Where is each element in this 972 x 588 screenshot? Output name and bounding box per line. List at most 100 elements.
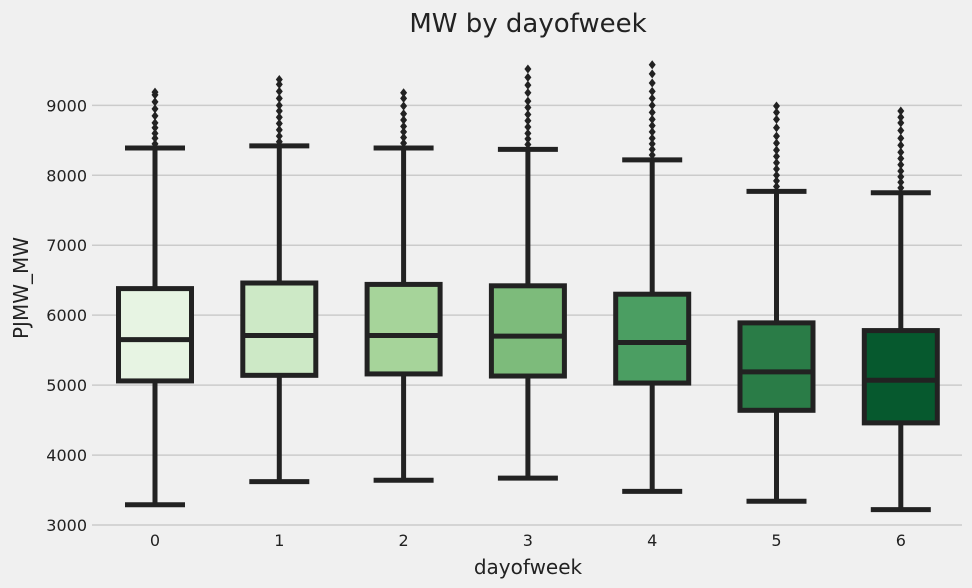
outlier-point <box>897 154 905 164</box>
outlier-point <box>151 111 159 121</box>
x-tick-label: 6 <box>896 531 906 550</box>
box-group-6 <box>861 106 940 513</box>
outlier-point <box>897 126 905 136</box>
outlier-point <box>275 74 283 84</box>
outlier-point <box>773 145 780 155</box>
outlier-point <box>275 131 283 141</box>
outlier-point <box>897 183 905 193</box>
outlier-point <box>773 170 780 180</box>
box-iqr <box>364 281 443 377</box>
outlier-point <box>524 102 532 112</box>
outlier-point <box>897 118 905 128</box>
outlier-point <box>524 122 532 132</box>
outlier-point <box>275 119 283 129</box>
outlier-point <box>648 121 656 131</box>
outlier-point <box>648 144 656 154</box>
outlier-point <box>400 93 408 103</box>
outlier-point <box>773 101 780 111</box>
outlier-point <box>648 150 656 160</box>
box-group-4 <box>613 60 692 494</box>
box-iqr <box>613 291 692 386</box>
y-tick-label: 8000 <box>46 166 87 185</box>
outlier-point <box>524 128 532 138</box>
outlier-point <box>524 134 532 144</box>
outlier-point <box>151 133 159 143</box>
outlier-point <box>773 107 780 117</box>
x-tick-label: 1 <box>274 531 284 550</box>
outlier-point <box>773 114 780 124</box>
outlier-point <box>897 147 905 157</box>
outlier-point <box>648 86 656 96</box>
outlier-point <box>151 118 159 128</box>
outlier-point <box>524 109 532 119</box>
outlier-point <box>648 133 656 143</box>
outlier-point <box>897 166 905 176</box>
outlier-point <box>275 137 283 147</box>
box-group-0 <box>116 87 194 508</box>
outlier-point <box>151 104 159 114</box>
box-iqr <box>240 280 319 378</box>
x-axis-label: dayofweek <box>474 555 583 579</box>
outlier-point <box>400 133 408 143</box>
outlier-point <box>648 69 656 79</box>
x-tick-label: 4 <box>647 531 657 550</box>
box-group-3 <box>488 64 567 481</box>
outlier-point <box>151 128 159 138</box>
outlier-point <box>524 80 532 90</box>
x-axis-ticks: 0 1 2 3 4 5 6 <box>150 531 906 550</box>
x-tick-label: 5 <box>771 531 781 550</box>
box-group-2 <box>364 88 443 483</box>
y-axis-ticks: 3000 4000 5000 6000 7000 8000 9000 <box>46 96 87 535</box>
outlier-point <box>648 100 656 110</box>
outlier-point <box>524 64 532 74</box>
outlier-point <box>275 79 283 89</box>
outlier-point <box>524 88 532 98</box>
outlier-point <box>648 107 656 117</box>
outlier-point <box>648 127 656 137</box>
box-iqr <box>116 286 194 384</box>
outlier-point <box>151 97 159 107</box>
y-tick-label: 7000 <box>46 236 87 255</box>
box-group-1 <box>240 74 319 485</box>
x-tick-label: 2 <box>399 531 409 550</box>
outlier-point <box>897 177 905 187</box>
outlier-point <box>151 139 159 149</box>
outlier-point <box>400 127 408 137</box>
outlier-point <box>524 140 532 150</box>
outlier-point <box>524 72 532 82</box>
outlier-point <box>275 93 283 103</box>
y-tick-label: 4000 <box>46 446 87 465</box>
outlier-point <box>897 140 905 150</box>
outlier-point <box>524 96 532 106</box>
outlier-point <box>648 60 656 70</box>
boxes <box>116 60 940 513</box>
outlier-point <box>648 93 656 103</box>
outlier-point <box>897 106 905 116</box>
box-iqr <box>488 283 567 379</box>
outlier-point <box>648 114 656 124</box>
outlier-point <box>400 121 408 131</box>
outlier-point <box>275 106 283 116</box>
outlier-point <box>275 86 283 96</box>
outlier-point <box>773 123 780 133</box>
outlier-point <box>773 164 780 174</box>
outlier-point <box>400 115 408 125</box>
outlier-point <box>773 138 780 148</box>
outlier-point <box>773 151 780 161</box>
outlier-point <box>648 78 656 88</box>
outlier-point <box>151 87 159 97</box>
outlier-point <box>897 133 905 143</box>
box-group-5 <box>737 101 816 504</box>
box-iqr <box>861 328 940 426</box>
outlier-point <box>275 100 283 110</box>
y-axis-label: PJMW_MW <box>9 237 33 339</box>
outlier-point <box>400 109 408 119</box>
outlier-point <box>648 139 656 149</box>
outlier-point <box>773 158 780 168</box>
outlier-point <box>773 181 780 191</box>
outlier-point <box>773 131 780 141</box>
y-tick-label: 5000 <box>46 376 87 395</box>
outlier-point <box>400 88 408 98</box>
y-tick-label: 3000 <box>46 516 87 535</box>
